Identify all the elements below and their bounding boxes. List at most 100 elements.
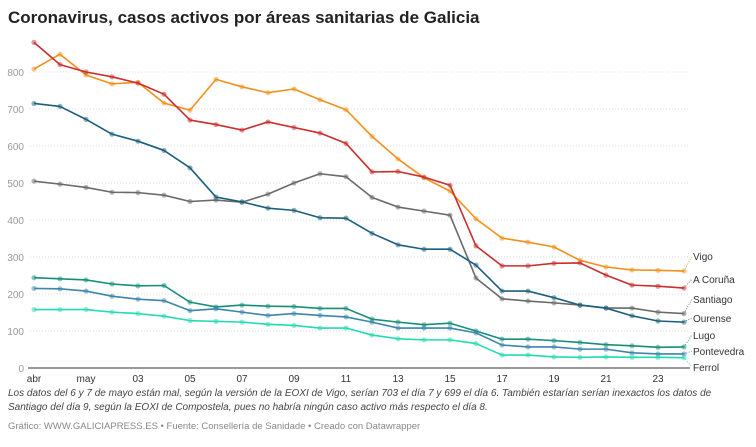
- series-line: [33, 53, 685, 272]
- data-point: [395, 319, 401, 325]
- data-point: [369, 169, 375, 175]
- data-point: [499, 235, 505, 241]
- data-point: [213, 318, 219, 324]
- data-point: [577, 346, 583, 352]
- label-connector: [683, 255, 693, 272]
- data-point: [577, 354, 583, 360]
- x-tick-label: 03: [132, 374, 144, 385]
- data-point: [31, 285, 37, 292]
- data-point: [499, 352, 505, 358]
- data-point: [57, 181, 63, 187]
- y-tick-label: 200: [7, 290, 24, 301]
- data-point: [629, 354, 635, 360]
- data-point: [473, 216, 479, 222]
- data-point: [161, 313, 167, 319]
- data-point: [551, 244, 557, 250]
- data-point: [265, 303, 271, 309]
- x-tick-label: 13: [392, 374, 404, 385]
- data-point: [551, 338, 557, 344]
- data-point: [135, 138, 141, 144]
- label-connector: [683, 278, 693, 289]
- data-point: [291, 180, 297, 186]
- x-tick-label: 21: [600, 374, 612, 385]
- series-label: Pontevedra: [693, 347, 745, 358]
- data-point: [395, 325, 401, 331]
- data-point: [213, 76, 219, 82]
- data-point: [57, 276, 63, 282]
- data-point: [577, 260, 583, 266]
- data-point: [291, 322, 297, 329]
- data-point: [265, 119, 271, 125]
- y-tick-label: 0: [18, 364, 24, 375]
- data-point: [603, 346, 609, 352]
- data-point: [395, 156, 401, 162]
- data-point: [655, 267, 661, 273]
- data-point: [187, 198, 193, 205]
- x-tick-label: 17: [496, 374, 508, 385]
- data-point: [31, 275, 37, 281]
- data-point: [291, 124, 297, 131]
- data-point: [109, 293, 115, 299]
- series-line: [33, 102, 685, 323]
- data-point: [629, 343, 635, 349]
- data-point: [447, 182, 453, 188]
- data-point: [135, 190, 141, 196]
- data-point: [421, 208, 427, 214]
- data-point: [161, 91, 167, 97]
- data-point: [343, 107, 349, 113]
- data-point: [369, 230, 375, 236]
- data-point: [317, 325, 323, 331]
- data-point: [603, 305, 609, 311]
- data-point: [187, 107, 193, 113]
- data-point: [551, 344, 557, 350]
- data-point: [629, 267, 635, 273]
- label-connector: [683, 357, 693, 368]
- data-point: [499, 342, 505, 348]
- data-point: [343, 314, 349, 320]
- data-point: [655, 318, 661, 324]
- data-point: [83, 184, 89, 191]
- series-label: Vigo: [693, 252, 713, 263]
- chart-credit: Gráfico: WWW.GALICIAPRESS.ES • Fuente: C…: [8, 421, 421, 432]
- x-tick-label: abr: [27, 374, 42, 385]
- data-point: [473, 275, 479, 281]
- data-point: [317, 215, 323, 221]
- data-point: [421, 246, 427, 252]
- data-point: [239, 127, 245, 133]
- data-point: [499, 263, 505, 269]
- data-point: [213, 306, 219, 312]
- data-point: [447, 212, 453, 218]
- data-point: [161, 147, 167, 154]
- data-point: [187, 299, 193, 305]
- data-point: [369, 332, 375, 338]
- series-label: Ourense: [693, 314, 732, 325]
- data-point: [421, 337, 427, 343]
- series-line: [34, 308, 685, 359]
- data-point: [265, 205, 271, 211]
- x-tick-label: 07: [236, 374, 248, 385]
- data-point: [239, 309, 245, 315]
- data-point: [499, 296, 505, 302]
- data-point: [343, 174, 349, 180]
- data-point: [395, 242, 401, 248]
- y-tick-label: 800: [7, 68, 24, 79]
- data-point: [551, 354, 557, 360]
- series-line: [33, 276, 685, 349]
- data-point: [629, 305, 635, 311]
- data-point: [187, 165, 193, 171]
- data-point: [31, 178, 37, 184]
- x-tick-label: 15: [444, 374, 456, 385]
- data-point: [525, 263, 531, 269]
- series-label: A Coruña: [693, 275, 735, 286]
- data-point: [551, 300, 557, 306]
- data-point: [213, 121, 219, 128]
- series-lugo: Lugo: [31, 275, 716, 350]
- data-point: [369, 133, 375, 139]
- data-point: [551, 295, 557, 301]
- data-point: [499, 288, 505, 294]
- data-point: [109, 74, 115, 80]
- chart-note: Los datos del 6 y 7 de mayo están mal, s…: [8, 388, 712, 413]
- data-point: [83, 288, 89, 294]
- data-point: [629, 282, 635, 288]
